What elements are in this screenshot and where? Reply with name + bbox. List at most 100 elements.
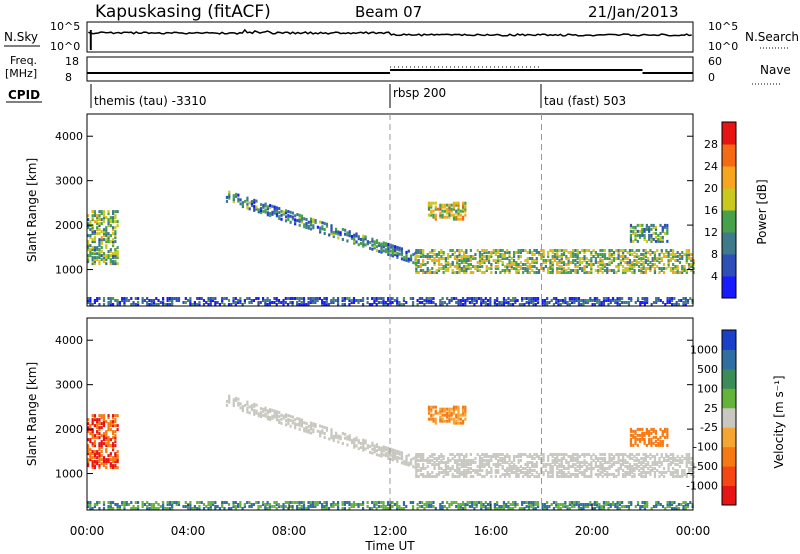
velocity-cell: [255, 411, 258, 415]
velocity-cell: [109, 507, 112, 510]
power-cell: [171, 297, 174, 300]
velocity-cell: [402, 507, 406, 510]
velocity-cell: [582, 507, 585, 510]
power-cell: [568, 303, 571, 306]
velocity-cell: [444, 467, 447, 470]
power-cell: [648, 227, 651, 231]
velocity-cell: [437, 455, 441, 458]
power-cell: [307, 220, 310, 224]
velocity-cell: [585, 467, 588, 470]
power-cell: [684, 301, 687, 304]
velocity-cell: [603, 469, 607, 472]
power-cell: [587, 271, 591, 274]
velocity-cell: [430, 505, 433, 508]
velocity-cell: [405, 505, 408, 508]
velocity-cell: [361, 503, 365, 506]
velocity-cell: [551, 453, 554, 456]
power-cell: [685, 261, 688, 264]
power-cell: [569, 271, 572, 274]
velocity-cell: [596, 503, 599, 506]
velocity-cell: [590, 471, 593, 474]
velocity-cell: [275, 507, 278, 510]
power-cell: [259, 209, 263, 213]
velocity-cell: [232, 501, 235, 504]
velocity-cell: [530, 505, 533, 508]
velocity-cell: [690, 457, 693, 460]
power-cell: [626, 257, 629, 260]
velocity-cell: [98, 442, 101, 446]
power-cell: [496, 297, 499, 300]
velocity-cell: [111, 466, 115, 470]
power-cell: [459, 213, 462, 217]
power-cell: [419, 269, 422, 272]
velocity-cell: [431, 475, 434, 478]
velocity-cell: [681, 475, 684, 478]
velocity-cell: [583, 475, 586, 478]
velocity-cell: [269, 408, 272, 412]
cbar-swatch: [722, 388, 736, 409]
power-cell: [617, 263, 620, 266]
velocity-cell: [298, 421, 301, 425]
velocity-cell: [312, 430, 315, 434]
power-cell: [621, 297, 624, 300]
velocity-cell: [558, 465, 561, 468]
velocity-cell: [291, 505, 294, 508]
power-cell: [389, 245, 392, 249]
power-cell: [105, 226, 108, 230]
power-cell: [375, 303, 378, 306]
power-cell: [223, 297, 226, 300]
velocity-cell: [692, 463, 695, 466]
power-cell: [255, 205, 258, 209]
power-cell: [655, 297, 658, 300]
power-cell: [653, 251, 657, 254]
velocity-cell: [519, 471, 522, 474]
velocity-cell: [558, 471, 561, 474]
velocity-cell: [371, 451, 374, 455]
velocity-cell: [617, 457, 620, 460]
power-cell: [685, 269, 688, 272]
velocity-cell: [618, 507, 621, 510]
power-cell: [675, 301, 678, 304]
power-cell: [673, 297, 676, 300]
power-cell: [644, 267, 647, 270]
velocity-cell: [343, 503, 346, 506]
power-cell: [296, 219, 299, 223]
velocity-cell: [141, 501, 144, 504]
power-cell: [685, 249, 688, 252]
power-cell: [456, 257, 459, 260]
velocity-cell: [246, 402, 249, 406]
power-cell: [175, 299, 178, 302]
power-cell: [161, 299, 165, 302]
velocity-cell: [586, 503, 590, 506]
power-cell: [400, 249, 404, 253]
velocity-cell: [624, 473, 627, 476]
velocity-cell: [111, 446, 115, 450]
power-cell: [303, 225, 306, 229]
power-cell: [271, 212, 274, 216]
velocity-cell: [98, 418, 101, 422]
power-cell: [528, 249, 532, 252]
velocity-cell: [427, 407, 431, 411]
power-cell: [300, 218, 304, 222]
velocity-cell: [87, 430, 90, 434]
power-cell: [462, 251, 466, 254]
velocity-cell: [396, 449, 399, 453]
velocity-cell: [616, 503, 619, 506]
velocity-cell: [189, 503, 192, 506]
power-cell: [650, 235, 653, 239]
velocity-cell: [512, 467, 516, 470]
power-cell: [647, 251, 650, 254]
velocity-cell: [100, 416, 103, 420]
power-cell: [309, 301, 312, 304]
power-cell: [448, 215, 451, 219]
power-cell: [275, 214, 279, 218]
velocity-cell: [506, 461, 509, 464]
power-cell: [96, 218, 99, 222]
velocity-cell: [657, 501, 660, 504]
velocity-cell: [676, 463, 679, 466]
velocity-cell: [602, 507, 606, 510]
power-cell: [610, 261, 613, 264]
velocity-cell: [100, 434, 103, 438]
velocity-cell: [441, 419, 444, 423]
velocity-cell: [364, 441, 367, 445]
